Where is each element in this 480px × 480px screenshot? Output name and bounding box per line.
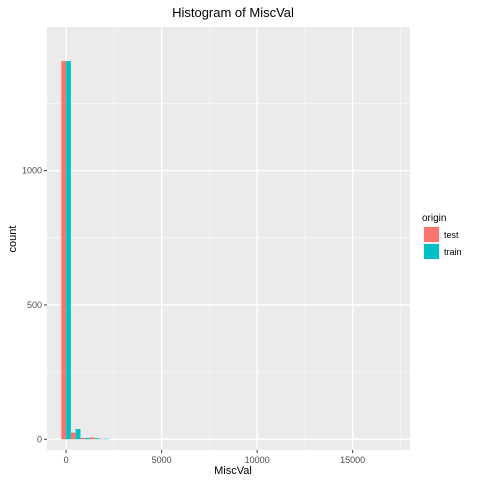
x-tick-label: 15000 bbox=[340, 455, 365, 465]
bar-train bbox=[66, 61, 71, 440]
y-tick-label: 0 bbox=[37, 434, 42, 444]
legend: origin test train bbox=[422, 213, 462, 260]
bar-train bbox=[85, 437, 90, 440]
legend-label-train: train bbox=[444, 247, 462, 257]
histogram-bars bbox=[61, 61, 110, 440]
bar-test bbox=[61, 61, 67, 440]
bar-test bbox=[89, 437, 95, 440]
bar-train bbox=[94, 438, 100, 440]
bar-test bbox=[70, 432, 76, 440]
y-axis: 0 500 1000 bbox=[22, 166, 47, 444]
legend-title: origin bbox=[422, 213, 446, 224]
x-tick-label: 10000 bbox=[245, 455, 270, 465]
plot-panel bbox=[47, 27, 410, 450]
legend-label-test: test bbox=[444, 230, 459, 240]
x-axis-title: MiscVal bbox=[214, 465, 252, 477]
y-tick-label: 500 bbox=[27, 300, 42, 310]
bar-test bbox=[99, 438, 105, 440]
bar-test bbox=[80, 437, 86, 440]
bar-train bbox=[75, 429, 81, 440]
chart-title: Histogram of MiscVal bbox=[172, 5, 294, 20]
legend-swatch-train bbox=[424, 244, 439, 259]
minor-gridlines bbox=[47, 27, 410, 450]
y-axis-title: count bbox=[7, 226, 19, 253]
x-axis: 0 5000 10000 15000 bbox=[64, 450, 365, 465]
y-tick-label: 1000 bbox=[22, 166, 42, 176]
bar-train bbox=[104, 438, 110, 440]
x-tick-label: 5000 bbox=[152, 455, 172, 465]
legend-swatch-test bbox=[424, 227, 439, 242]
x-tick-label: 0 bbox=[64, 455, 69, 465]
